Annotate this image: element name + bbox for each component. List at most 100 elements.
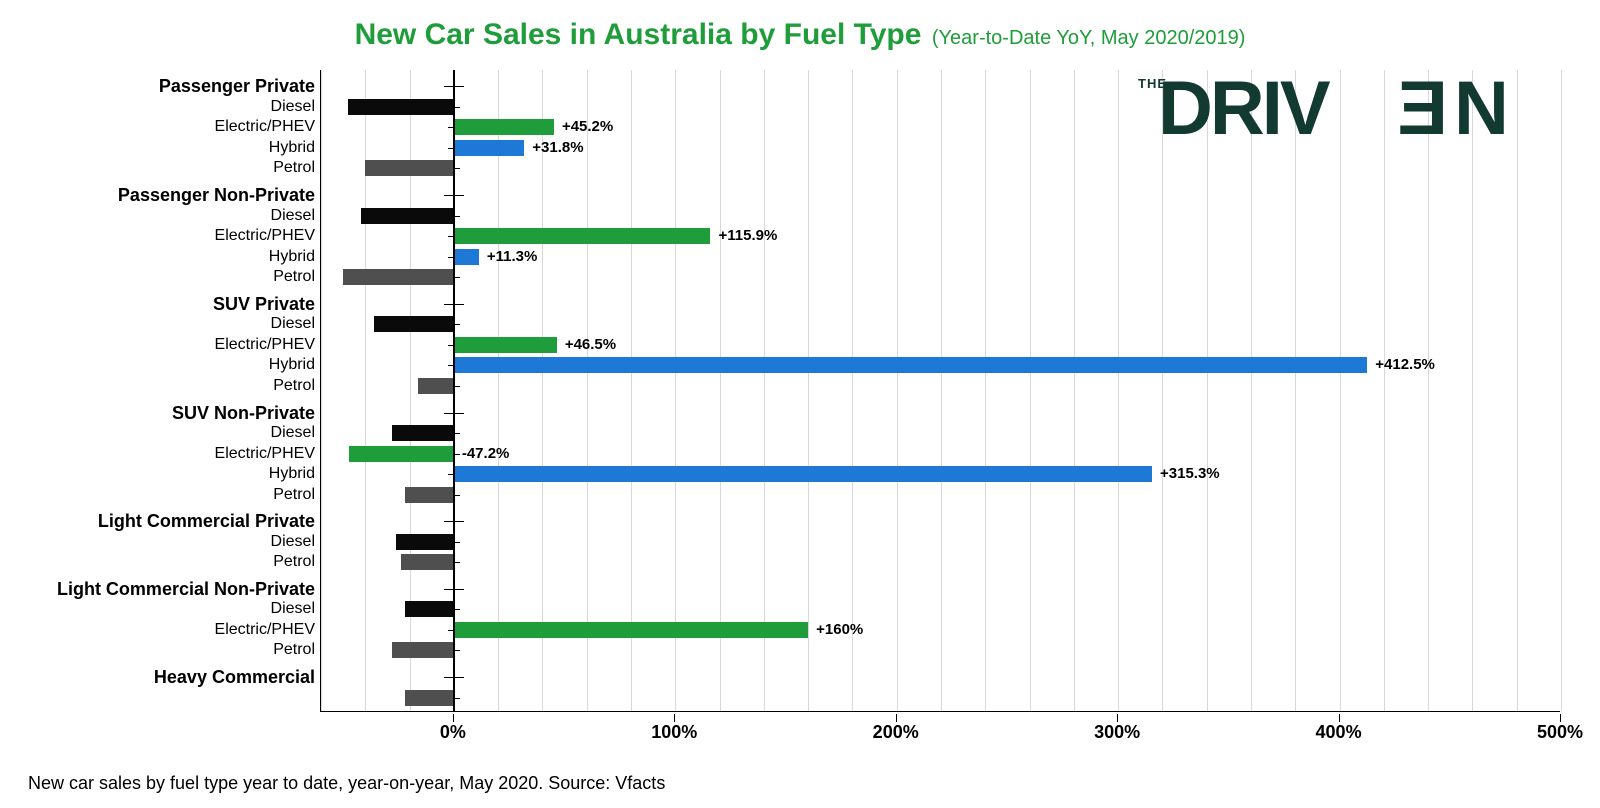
category-group-label: SUV Non-Private: [172, 404, 315, 422]
bar: [454, 228, 711, 244]
x-tick-mark: [1560, 714, 1561, 722]
gridline: [1517, 70, 1518, 711]
category-label: Electric/PHEV: [215, 119, 315, 135]
category-label: Petrol: [273, 160, 315, 176]
category-label: Hybrid: [269, 249, 315, 265]
category-label: Petrol: [273, 642, 315, 658]
bar: [454, 119, 554, 135]
gridline: [1074, 70, 1075, 711]
x-tick-label: 0%: [440, 722, 466, 743]
bar: [454, 466, 1152, 482]
plot-region: +45.2%+31.8%+115.9%+11.3%+46.5%+412.5%-4…: [320, 70, 1560, 712]
category-label: Electric/PHEV: [215, 337, 315, 353]
gridline: [720, 70, 721, 711]
bar: [349, 446, 454, 462]
bar: [454, 249, 479, 265]
category-group-label: Heavy Commercial: [154, 668, 315, 686]
bar: [365, 160, 454, 176]
category-label: Hybrid: [269, 357, 315, 373]
bar-value-label: +45.2%: [562, 118, 613, 135]
bar: [361, 208, 454, 224]
x-tick-mark: [1117, 714, 1118, 722]
category-label: Petrol: [273, 487, 315, 503]
gridline: [897, 70, 898, 711]
category-label: Diesel: [271, 99, 315, 115]
category-label: Diesel: [271, 601, 315, 617]
category-group-label: Passenger Non-Private: [118, 186, 315, 204]
gridline: [1428, 70, 1429, 711]
title-sub: (Year-to-Date YoY, May 2020/2019): [932, 27, 1246, 49]
bar: [454, 140, 524, 156]
x-tick-label: 200%: [873, 722, 919, 743]
bar-value-label: +46.5%: [565, 336, 616, 353]
bar-value-label: -47.2%: [462, 445, 510, 462]
gridline: [1118, 70, 1119, 711]
category-group-label: Light Commercial Private: [98, 512, 315, 530]
gridline: [1384, 70, 1385, 711]
bar: [374, 316, 454, 332]
category-label: Diesel: [271, 425, 315, 441]
category-label: Diesel: [271, 208, 315, 224]
bar-value-label: +11.3%: [487, 248, 537, 265]
bar: [405, 601, 454, 617]
x-tick-mark: [674, 714, 675, 722]
gridline: [1207, 70, 1208, 711]
x-tick-label: 300%: [1094, 722, 1140, 743]
category-label: Diesel: [271, 316, 315, 332]
x-axis: 0%100%200%300%400%500%: [320, 714, 1560, 750]
gridline: [852, 70, 853, 711]
category-label: Electric/PHEV: [215, 622, 315, 638]
bar: [405, 690, 454, 706]
bar-value-label: +412.5%: [1375, 356, 1435, 373]
category-label: Electric/PHEV: [215, 446, 315, 462]
category-label: Petrol: [273, 269, 315, 285]
gridline: [1295, 70, 1296, 711]
x-tick-mark: [1339, 714, 1340, 722]
category-label: Electric/PHEV: [215, 228, 315, 244]
title-main: New Car Sales in Australia by Fuel Type: [355, 18, 922, 51]
category-label: Hybrid: [269, 466, 315, 482]
gridline: [587, 70, 588, 711]
bar: [418, 378, 453, 394]
category-group-label: Passenger Private: [159, 77, 315, 95]
gridline: [1030, 70, 1031, 711]
category-label: Diesel: [271, 534, 315, 550]
chart-title: New Car Sales in Australia by Fuel Type …: [0, 0, 1600, 60]
category-group-label: SUV Private: [213, 295, 315, 313]
bar: [401, 554, 454, 570]
category-label: Hybrid: [269, 140, 315, 156]
gridline: [321, 70, 322, 711]
gridline: [675, 70, 676, 711]
bar: [454, 337, 557, 353]
gridline: [1561, 70, 1562, 711]
gridline: [631, 70, 632, 711]
bar-value-label: +31.8%: [532, 139, 583, 156]
bar: [348, 99, 454, 115]
bar-value-label: +315.3%: [1160, 465, 1220, 482]
gridline: [498, 70, 499, 711]
gridline: [1251, 70, 1252, 711]
gridline: [1472, 70, 1473, 711]
chart-area: Passenger Private Diesel Electric/PHEV Hybr…: [20, 70, 1580, 750]
bar: [454, 622, 808, 638]
x-tick-label: 500%: [1537, 722, 1583, 743]
gridline: [985, 70, 986, 711]
gridline: [764, 70, 765, 711]
bar: [343, 269, 454, 285]
gridline: [1162, 70, 1163, 711]
category-group-label: Light Commercial Non-Private: [57, 580, 315, 598]
category-label: Petrol: [273, 378, 315, 394]
x-tick-mark: [453, 714, 454, 722]
bar: [396, 534, 454, 550]
bar: [405, 487, 454, 503]
bar: [392, 425, 454, 441]
x-tick-mark: [896, 714, 897, 722]
zero-line: [453, 70, 455, 711]
bar-value-label: +160%: [816, 621, 863, 638]
x-tick-label: 400%: [1316, 722, 1362, 743]
gridline: [542, 70, 543, 711]
gridline: [808, 70, 809, 711]
bar: [392, 642, 454, 658]
x-tick-label: 100%: [651, 722, 697, 743]
category-label: Petrol: [273, 554, 315, 570]
